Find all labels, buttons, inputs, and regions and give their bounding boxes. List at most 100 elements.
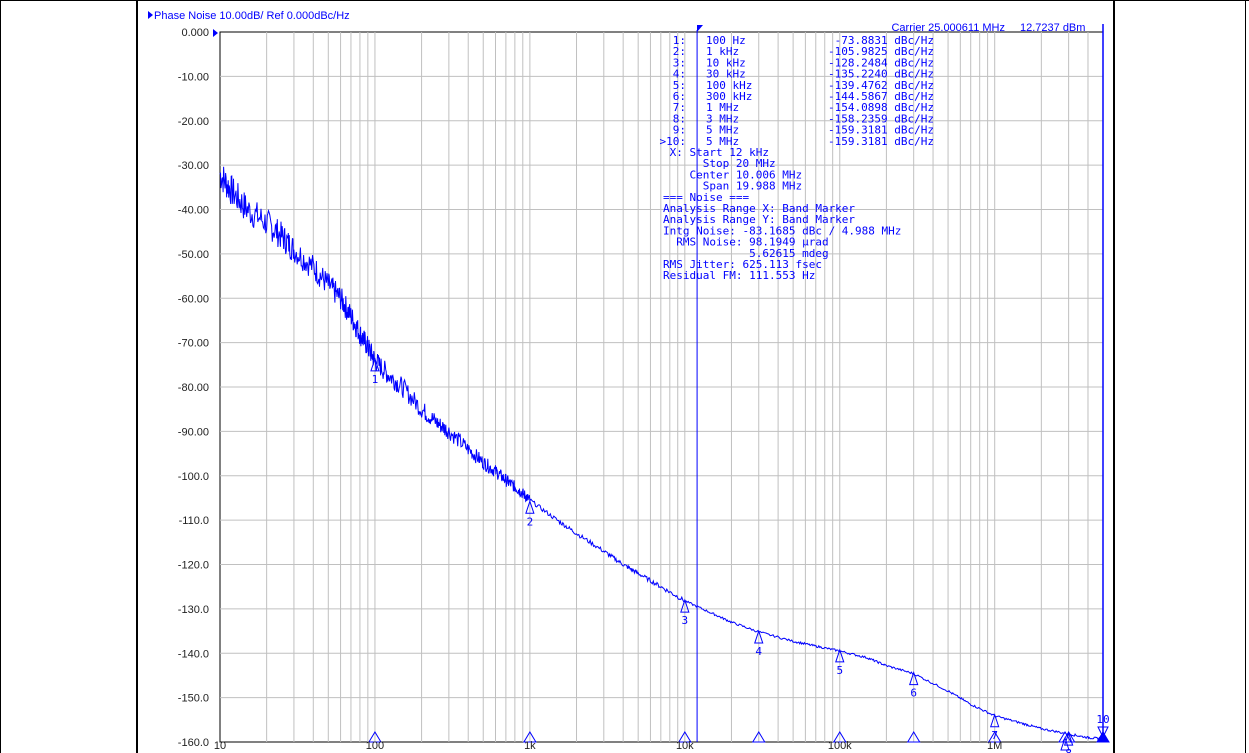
- readout-line: Intg Noise: -83.1685 dBc / 4.988 MHz: [663, 224, 901, 237]
- marker-triangle: [1063, 731, 1074, 746]
- readout-line: RMS Jitter: 625.113 fsec: [663, 258, 822, 271]
- readout-line: 5.62615 mdeg: [663, 247, 829, 260]
- marker-number: 3: [682, 614, 689, 627]
- y-tick-label: -10.00: [178, 71, 209, 83]
- y-tick-label: -70.00: [178, 338, 209, 350]
- panel-divider-right: [1113, 0, 1115, 753]
- marker-bottom-indicator: [987, 731, 1002, 743]
- band-start-flag-icon: [697, 25, 703, 32]
- readout-marker-value: -128.2484 dBc/Hz: [828, 56, 934, 69]
- y-tick-label: -130.0: [178, 604, 209, 616]
- marker-layer: 12345678910: [368, 357, 1110, 753]
- y-tick-label: -110.0: [179, 515, 209, 527]
- y-tick-label: -40.00: [178, 205, 209, 217]
- readout-marker-frequency: 1 kHz: [706, 45, 739, 58]
- y-tick-label: -150.0: [178, 693, 209, 705]
- readout-marker-index: 7:: [673, 101, 686, 114]
- marker-bottom-indicator: [1058, 731, 1072, 743]
- readout-line: Span 19.988 MHz: [663, 180, 802, 193]
- readout-marker-value: -105.9825 dBc/Hz: [828, 45, 934, 58]
- readout-marker-value: -159.3181 dBc/Hz: [828, 124, 934, 137]
- marker-bottom-indicator: [1096, 731, 1110, 743]
- marker-triangle: [990, 713, 1000, 728]
- readout-marker-value: -159.3181 dBc/Hz: [828, 135, 934, 148]
- readout-marker-index: 2:: [673, 45, 686, 58]
- marker-triangle: [680, 598, 690, 613]
- readout-marker-index: 6:: [673, 90, 686, 103]
- marker-triangle: [835, 648, 845, 663]
- readout-line: RMS Noise: 98.1949 µrad: [663, 236, 829, 249]
- readout-line: Stop 20 MHz: [663, 157, 776, 170]
- x-tick-label: 1k: [524, 740, 536, 752]
- readout-marker-frequency: 5 MHz: [706, 124, 739, 137]
- x-tick-label: 100: [366, 740, 384, 752]
- marker-number: 6: [910, 687, 917, 700]
- marker-bottom-indicator: [677, 731, 692, 743]
- marker-triangle-active: [1097, 726, 1109, 739]
- readout-marker-value: -144.5867 dBc/Hz: [828, 90, 934, 103]
- marker-triangle: [370, 357, 380, 372]
- carrier-power: 12.7237 dBm: [1020, 22, 1085, 34]
- marker-triangle: [908, 671, 919, 686]
- reference-arrow-icon: [213, 29, 218, 37]
- readout-line: Analysis Range X: Band Marker: [663, 202, 855, 215]
- readout-marker-index: 5:: [673, 79, 686, 92]
- readout-line: Center 10.006 MHz: [663, 168, 802, 181]
- readout-marker-value: -139.4762 dBc/Hz: [828, 79, 934, 92]
- readout-marker-frequency: 300 kHz: [706, 90, 752, 103]
- marker-triangle: [525, 499, 535, 514]
- readout-line: === Noise ===: [663, 191, 749, 204]
- y-tick-label: -100.0: [178, 471, 209, 483]
- readout-marker-index: >10:: [660, 135, 687, 148]
- readout-marker-value: -135.2240 dBc/Hz: [828, 68, 934, 81]
- y-tick-label: -120.0: [178, 560, 209, 572]
- marker-bottom-indicator: [368, 731, 382, 743]
- marker-number: 10: [1096, 713, 1109, 726]
- y-tick-label: -60.00: [178, 293, 209, 305]
- frame-top-border: [0, 0, 1249, 1]
- band-marker-layer: [696, 24, 1104, 742]
- readout-marker-frequency: 5 MHz: [706, 135, 739, 148]
- readout-marker-index: 3:: [673, 56, 686, 69]
- frame-left-border: [0, 0, 1, 753]
- chart-title: Phase Noise 10.00dB/ Ref 0.000dBc/Hz: [154, 10, 350, 22]
- frame-right-border: [1245, 0, 1246, 753]
- marker-number: 4: [755, 645, 762, 658]
- y-tick-label: 0.000: [181, 27, 209, 39]
- y-tick-label: -80.00: [178, 382, 209, 394]
- readout-marker-index: 8:: [673, 112, 686, 125]
- marker-triangle: [754, 629, 764, 644]
- readout-marker-frequency: 3 MHz: [706, 112, 739, 125]
- marker-bottom-indicator: [751, 731, 766, 743]
- readout-marker-frequency: 100 Hz: [706, 34, 746, 47]
- x-tick-label: 1M: [987, 740, 1002, 752]
- marker-bottom-indicator: [906, 731, 921, 743]
- y-tick-label: -140.0: [178, 648, 209, 660]
- readout-marker-frequency: 1 MHz: [706, 101, 739, 114]
- readout-marker-value: -154.0898 dBc/Hz: [828, 101, 934, 114]
- title-arrow-icon: [148, 11, 153, 19]
- y-tick-label: -160.0: [178, 737, 209, 749]
- readout-marker-value: -158.2359 dBc/Hz: [828, 112, 934, 125]
- x-tick-label: 100k: [828, 740, 852, 752]
- grid-layer: [220, 32, 1103, 742]
- readout-marker-index: 4:: [673, 68, 686, 81]
- y-tick-label: -50.00: [178, 249, 209, 261]
- marker-triangle: [1060, 736, 1070, 751]
- marker-bottom-indicator: [832, 731, 847, 743]
- marker-number: 9: [1062, 752, 1069, 753]
- marker-number: 7: [991, 729, 998, 742]
- readout-marker-index: 1:: [673, 34, 686, 47]
- marker-bottom-indicator: [522, 731, 537, 743]
- marker-number: 5: [836, 664, 843, 677]
- readout-line: Analysis Range Y: Band Marker: [663, 213, 855, 226]
- readout-marker-value: -73.8831 dBc/Hz: [835, 34, 934, 47]
- readout-marker-index: 9:: [673, 124, 686, 137]
- readout-line: X: Start 12 kHz: [663, 146, 769, 159]
- y-tick-label: -90.00: [178, 426, 209, 438]
- readout-marker-frequency: 10 kHz: [706, 56, 746, 69]
- y-tick-label: -20.00: [178, 116, 209, 128]
- noise-analysis-readout: X: Start 12 kHz Stop 20 MHz Center 10.00…: [663, 146, 901, 282]
- carrier-label: Carrier 25.000611 MHz: [891, 22, 1005, 34]
- marker-number: 2: [527, 515, 534, 528]
